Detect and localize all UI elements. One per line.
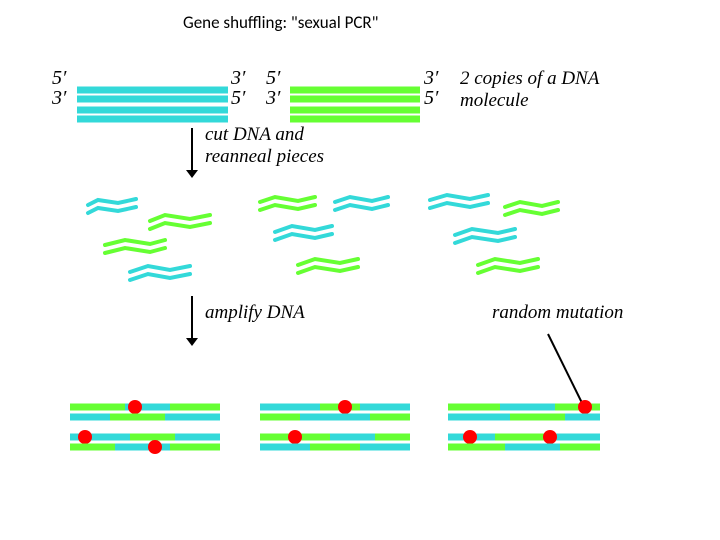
dna-fragment (430, 203, 488, 208)
recombinant-segment (448, 414, 510, 421)
recombinant-segment (495, 434, 545, 441)
recombinant-segment (260, 444, 310, 451)
dna-fragment (130, 274, 190, 280)
recombinant-segment (70, 414, 110, 421)
dna-fragment (88, 207, 136, 213)
dna-fragment (150, 215, 210, 221)
recombinant-segment (448, 444, 505, 451)
recombinant-segment (560, 444, 600, 451)
dna-strand (290, 96, 420, 103)
recombinant-segment (555, 404, 600, 411)
recombinant-segment (70, 404, 125, 411)
recombinant-segment (510, 414, 565, 421)
recombinant-segment (370, 414, 410, 421)
dna-strand (77, 96, 228, 103)
mutation-dot (463, 430, 477, 444)
recombinant-segment (500, 404, 555, 411)
recombinant-segment (360, 444, 410, 451)
dna-fragment (275, 226, 332, 232)
recombinant-segment (360, 404, 410, 411)
dna-strand (290, 87, 420, 94)
dna-fragment (130, 266, 190, 272)
dna-fragment (505, 210, 558, 215)
dna-strand (77, 107, 228, 114)
label-amplify: amplify DNA (205, 302, 305, 324)
recombinant-segment (448, 404, 500, 411)
dna-fragment (430, 195, 488, 200)
recombinant-segment (260, 404, 320, 411)
recombinant-segment (110, 414, 165, 421)
dna-fragment (88, 199, 136, 205)
pointer-line (548, 334, 584, 407)
mutation-dot (148, 440, 162, 454)
dna-fragment (335, 205, 388, 210)
dna-strand (290, 107, 420, 114)
recombinant-segment (170, 404, 220, 411)
mutation-dot (78, 430, 92, 444)
arrow-head (186, 338, 198, 346)
label-r5a: 5′ (231, 87, 245, 110)
label-cut: cut DNA and (205, 124, 304, 146)
recombinant-segment (130, 434, 175, 441)
dna-fragment (260, 197, 315, 202)
label-l3a: 3′ (52, 87, 66, 110)
recombinant-segment (175, 434, 220, 441)
mutation-dot (338, 400, 352, 414)
recombinant-segment (330, 434, 375, 441)
dna-fragment (455, 229, 515, 235)
recombinant-segment (505, 444, 560, 451)
recombinant-segment (375, 434, 410, 441)
recombinant-segment (165, 414, 220, 421)
mutation-dot (578, 400, 592, 414)
dna-fragment (260, 205, 315, 210)
recombinant-segment (260, 414, 300, 421)
diagram-canvas (0, 0, 720, 540)
recombinant-segment (70, 444, 115, 451)
dna-fragment (298, 259, 358, 265)
mutation-dot (128, 400, 142, 414)
mutation-dot (288, 430, 302, 444)
recombinant-segment (310, 444, 360, 451)
dna-fragment (505, 202, 558, 207)
dna-fragment (105, 240, 165, 245)
dna-fragment (478, 267, 538, 273)
label-copies: 2 copies of a DNA (460, 68, 599, 90)
recombinant-segment (170, 444, 220, 451)
dna-fragment (150, 223, 210, 229)
label-randmut: random mutation (492, 302, 623, 324)
label-r5b: 5′ (424, 87, 438, 110)
arrow-head (186, 170, 198, 178)
dna-fragment (478, 259, 538, 265)
recombinant-segment (300, 414, 370, 421)
dna-fragment (455, 237, 515, 243)
dna-fragment (335, 197, 388, 202)
dna-strand (290, 116, 420, 123)
dna-strand (77, 87, 228, 94)
mutation-dot (543, 430, 557, 444)
label-l3b: 3′ (266, 87, 280, 110)
label-molecule: molecule (460, 90, 529, 112)
dna-strand (77, 116, 228, 123)
dna-fragment (105, 248, 165, 253)
label-reanneal: reanneal pieces (205, 146, 324, 168)
dna-fragment (275, 234, 332, 240)
dna-fragment (298, 267, 358, 273)
recombinant-segment (565, 414, 600, 421)
